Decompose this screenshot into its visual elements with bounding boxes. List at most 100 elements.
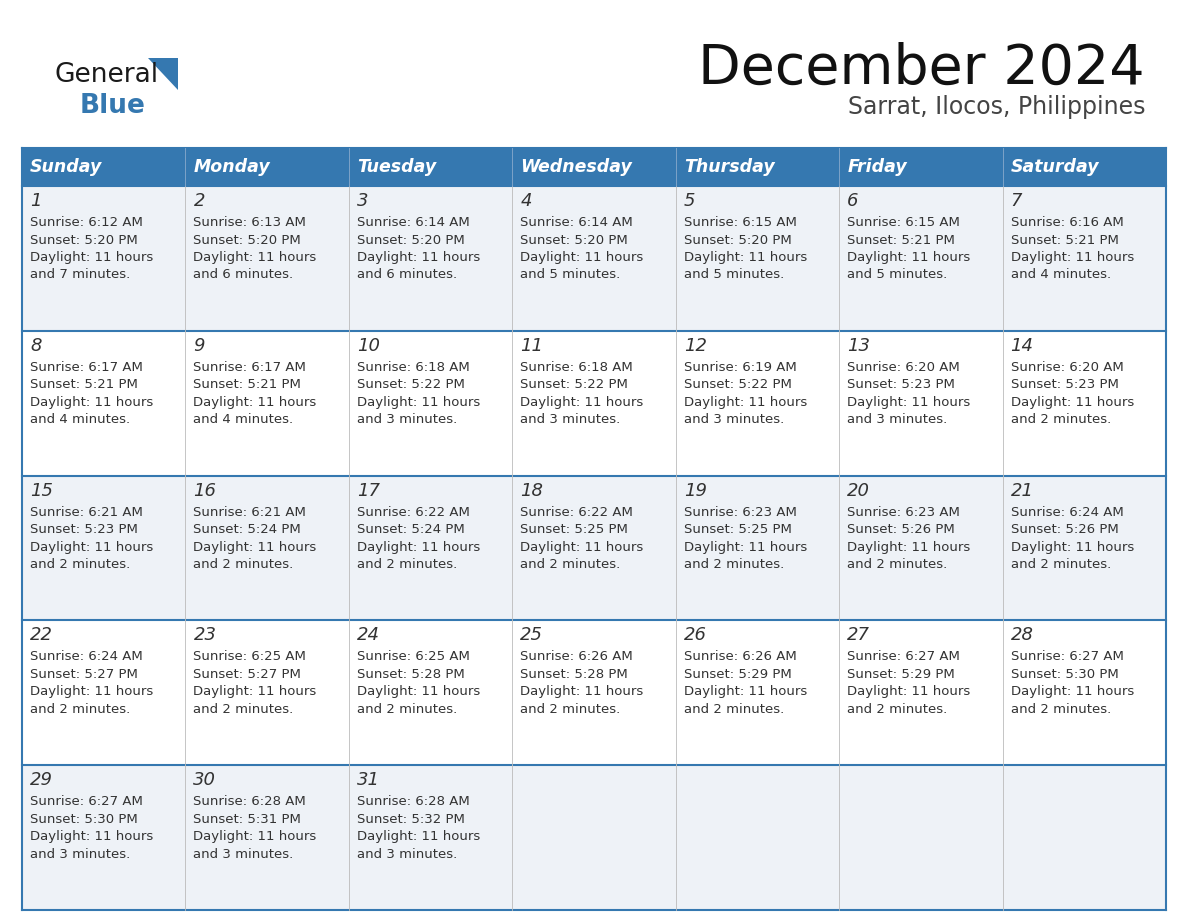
Text: 11: 11: [520, 337, 543, 354]
Text: Sunrise: 6:15 AM: Sunrise: 6:15 AM: [684, 216, 797, 229]
Text: and 3 minutes.: and 3 minutes.: [684, 413, 784, 426]
Text: Sunset: 5:24 PM: Sunset: 5:24 PM: [356, 523, 465, 536]
Text: Daylight: 11 hours: Daylight: 11 hours: [1011, 396, 1133, 409]
Text: 27: 27: [847, 626, 870, 644]
Text: Daylight: 11 hours: Daylight: 11 hours: [356, 541, 480, 554]
Bar: [23, 476, 1165, 621]
Text: 30: 30: [194, 771, 216, 789]
Text: Sunrise: 6:26 AM: Sunrise: 6:26 AM: [684, 650, 796, 664]
Text: and 2 minutes.: and 2 minutes.: [684, 703, 784, 716]
Text: Sunset: 5:29 PM: Sunset: 5:29 PM: [847, 668, 955, 681]
Bar: [23, 148, 185, 186]
Text: Daylight: 11 hours: Daylight: 11 hours: [520, 396, 644, 409]
Text: Daylight: 11 hours: Daylight: 11 hours: [847, 541, 971, 554]
Text: Daylight: 11 hours: Daylight: 11 hours: [30, 251, 153, 264]
Text: Daylight: 11 hours: Daylight: 11 hours: [30, 686, 153, 699]
Text: and 3 minutes.: and 3 minutes.: [847, 413, 947, 426]
Text: 29: 29: [30, 771, 53, 789]
Bar: [23, 766, 1165, 910]
Text: Saturday: Saturday: [1011, 158, 1099, 176]
Text: Sunset: 5:20 PM: Sunset: 5:20 PM: [194, 233, 302, 247]
Text: Sunrise: 6:25 AM: Sunrise: 6:25 AM: [356, 650, 469, 664]
Text: Daylight: 11 hours: Daylight: 11 hours: [356, 396, 480, 409]
Text: 9: 9: [194, 337, 204, 354]
Bar: [185, 148, 349, 186]
Text: Sunset: 5:21 PM: Sunset: 5:21 PM: [847, 233, 955, 247]
Text: Daylight: 11 hours: Daylight: 11 hours: [30, 396, 153, 409]
Bar: [23, 621, 1165, 766]
Text: Daylight: 11 hours: Daylight: 11 hours: [194, 251, 317, 264]
Text: Daylight: 11 hours: Daylight: 11 hours: [356, 251, 480, 264]
Text: 22: 22: [30, 626, 53, 644]
Text: 25: 25: [520, 626, 543, 644]
Text: Sunset: 5:21 PM: Sunset: 5:21 PM: [194, 378, 302, 391]
Text: Sunset: 5:27 PM: Sunset: 5:27 PM: [194, 668, 302, 681]
Text: Thursday: Thursday: [684, 158, 775, 176]
Text: 15: 15: [30, 482, 53, 499]
Text: Sunset: 5:20 PM: Sunset: 5:20 PM: [30, 233, 138, 247]
Text: 24: 24: [356, 626, 380, 644]
Text: Daylight: 11 hours: Daylight: 11 hours: [520, 686, 644, 699]
Text: and 3 minutes.: and 3 minutes.: [30, 847, 131, 861]
Text: Daylight: 11 hours: Daylight: 11 hours: [847, 251, 971, 264]
Text: 17: 17: [356, 482, 380, 499]
Text: Daylight: 11 hours: Daylight: 11 hours: [684, 251, 807, 264]
Text: and 3 minutes.: and 3 minutes.: [356, 847, 457, 861]
Text: 3: 3: [356, 192, 368, 210]
Text: 14: 14: [1011, 337, 1034, 354]
Bar: [1003, 148, 1165, 186]
Text: 26: 26: [684, 626, 707, 644]
Text: Sunset: 5:30 PM: Sunset: 5:30 PM: [30, 812, 138, 825]
Text: Daylight: 11 hours: Daylight: 11 hours: [684, 686, 807, 699]
Text: 12: 12: [684, 337, 707, 354]
Text: Sunrise: 6:22 AM: Sunrise: 6:22 AM: [520, 506, 633, 519]
Text: Daylight: 11 hours: Daylight: 11 hours: [520, 251, 644, 264]
Text: General: General: [55, 62, 159, 88]
Bar: [676, 148, 839, 186]
Text: Tuesday: Tuesday: [356, 158, 436, 176]
Text: Sunset: 5:23 PM: Sunset: 5:23 PM: [847, 378, 955, 391]
Text: Sunrise: 6:27 AM: Sunrise: 6:27 AM: [1011, 650, 1124, 664]
Text: 5: 5: [684, 192, 695, 210]
Text: Sunrise: 6:14 AM: Sunrise: 6:14 AM: [520, 216, 633, 229]
Text: Daylight: 11 hours: Daylight: 11 hours: [684, 541, 807, 554]
Text: 21: 21: [1011, 482, 1034, 499]
Text: 10: 10: [356, 337, 380, 354]
Text: December 2024: December 2024: [699, 42, 1145, 96]
Text: and 5 minutes.: and 5 minutes.: [847, 268, 947, 282]
Text: 16: 16: [194, 482, 216, 499]
Text: 2: 2: [194, 192, 204, 210]
Text: Sunset: 5:32 PM: Sunset: 5:32 PM: [356, 812, 465, 825]
Text: Sunrise: 6:20 AM: Sunrise: 6:20 AM: [1011, 361, 1124, 374]
Text: and 2 minutes.: and 2 minutes.: [520, 703, 620, 716]
Text: Daylight: 11 hours: Daylight: 11 hours: [30, 830, 153, 844]
Text: Sunrise: 6:19 AM: Sunrise: 6:19 AM: [684, 361, 796, 374]
Bar: [23, 186, 1165, 330]
Text: and 5 minutes.: and 5 minutes.: [520, 268, 620, 282]
Text: Sarrat, Ilocos, Philippines: Sarrat, Ilocos, Philippines: [847, 95, 1145, 119]
Text: Daylight: 11 hours: Daylight: 11 hours: [847, 686, 971, 699]
Text: Sunset: 5:20 PM: Sunset: 5:20 PM: [356, 233, 465, 247]
Text: and 4 minutes.: and 4 minutes.: [194, 413, 293, 426]
Text: 20: 20: [847, 482, 870, 499]
Text: Monday: Monday: [194, 158, 270, 176]
Text: and 2 minutes.: and 2 minutes.: [194, 703, 293, 716]
Text: Sunset: 5:31 PM: Sunset: 5:31 PM: [194, 812, 302, 825]
Bar: [349, 148, 512, 186]
Text: Daylight: 11 hours: Daylight: 11 hours: [520, 541, 644, 554]
Text: Sunrise: 6:18 AM: Sunrise: 6:18 AM: [520, 361, 633, 374]
Text: Sunrise: 6:20 AM: Sunrise: 6:20 AM: [847, 361, 960, 374]
Text: and 2 minutes.: and 2 minutes.: [356, 703, 457, 716]
Text: Sunrise: 6:24 AM: Sunrise: 6:24 AM: [1011, 506, 1124, 519]
Text: Sunset: 5:22 PM: Sunset: 5:22 PM: [356, 378, 465, 391]
Text: Sunrise: 6:22 AM: Sunrise: 6:22 AM: [356, 506, 469, 519]
Text: Sunset: 5:25 PM: Sunset: 5:25 PM: [684, 523, 791, 536]
Text: Daylight: 11 hours: Daylight: 11 hours: [194, 686, 317, 699]
Text: and 4 minutes.: and 4 minutes.: [30, 413, 131, 426]
Text: Sunrise: 6:17 AM: Sunrise: 6:17 AM: [194, 361, 307, 374]
Text: Sunset: 5:23 PM: Sunset: 5:23 PM: [30, 523, 138, 536]
Text: Sunrise: 6:15 AM: Sunrise: 6:15 AM: [847, 216, 960, 229]
Text: Sunrise: 6:13 AM: Sunrise: 6:13 AM: [194, 216, 307, 229]
Text: and 2 minutes.: and 2 minutes.: [684, 558, 784, 571]
Text: and 5 minutes.: and 5 minutes.: [684, 268, 784, 282]
